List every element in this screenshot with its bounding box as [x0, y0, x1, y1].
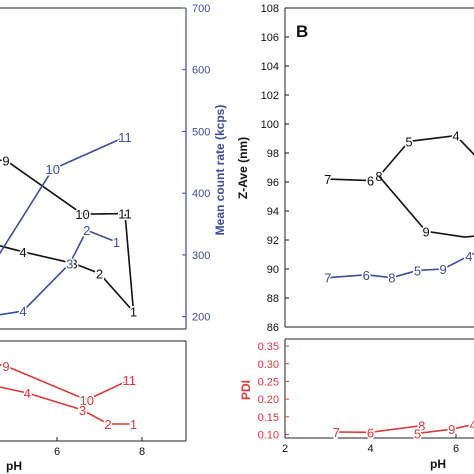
- panel-a-bottom-series-1-point-label: 1: [130, 417, 137, 432]
- panel-b-x-tick-label: 4: [367, 443, 373, 455]
- panel-b-x-tick-label: 2: [282, 443, 288, 455]
- panel-a-right-axis-tick-label: 500: [192, 126, 210, 138]
- panel-b-y-tick-label: 86: [267, 322, 279, 334]
- panel-b-top-series-2-point-label: 9: [440, 262, 447, 277]
- panel-b-pdi-tick-label: 0.25: [258, 376, 279, 388]
- panel-a-bottom-series-1-point-label: 3: [79, 403, 86, 418]
- panel-b-pdi-tick-label: 0.15: [258, 412, 279, 424]
- panel-a-top-series-2-point-label: 11: [118, 130, 132, 145]
- panel-b-y-tick-label: 108: [261, 3, 279, 15]
- panel-b-top-series-1-line: [378, 175, 474, 238]
- panel-b-pdi-ticks: 0.10 0.15 0.20 0.25 0.30 0.35: [258, 341, 289, 441]
- panel-a-x-axis-label: pH: [6, 459, 22, 473]
- panel-a-top-series-0-point-label: 1: [130, 305, 137, 320]
- panel-b-y-tick-label: 96: [267, 177, 279, 189]
- panel-b-pdi-tick-label: 0.10: [258, 429, 279, 441]
- panel-b-pdi-tick-label: 0.35: [258, 341, 279, 353]
- panel-a-top-series-0-point-label: 3: [70, 257, 77, 272]
- panel-b-bottom-series-0-point-label: 8: [418, 419, 425, 434]
- panel-a-bottom-series-0-point-label: 9: [2, 359, 9, 374]
- panel-a-top-series-0-point-label: 11: [118, 207, 132, 222]
- panel-b-bottom-series-0-point-label: 5: [414, 426, 421, 441]
- panel-a-bottom-series-0-point-label: 11: [123, 373, 137, 388]
- panel-a-top-series-1-point-label: 4: [19, 304, 26, 319]
- panel-a-top-series-0-point-label: 2: [96, 266, 103, 281]
- panel-b-y-tick-label: 102: [261, 90, 279, 102]
- panel-b-y-tick-label: 92: [267, 235, 279, 247]
- panel-a-top-series-0-point-label: 4: [19, 245, 26, 260]
- panel-a-right-axis-tick-label: 300: [192, 250, 210, 262]
- panel-a-bottom-frame: [0, 340, 187, 442]
- panel-a-top-series-0-point-label: 10: [75, 207, 89, 222]
- panel-b-y-tick-label: 104: [261, 61, 279, 73]
- panel-a-right-axis-label: Mean count rate (kcps): [213, 105, 227, 236]
- panel-b-top-series-1-point-label: 9: [422, 224, 429, 239]
- panel-a-top-series: 8910111234585432191011: [0, 129, 139, 321]
- panel-b-top-series-2-point-label: 8: [388, 271, 395, 286]
- panel-b-bottom-series-0-line: [336, 423, 474, 435]
- panel-a-bottom-series-1-point-label: 2: [104, 417, 111, 432]
- panel-b-top-series-0-point-label: 7: [324, 172, 331, 187]
- panel-a-bottom-series-1-line: [0, 386, 134, 425]
- panel-a-right-axis-tick-label: 600: [192, 65, 210, 77]
- panel-b-bottom-series: 7 6 85 9 4: [331, 416, 474, 443]
- panel-a-right-axis-ticks: 200 300 400 500 600 700: [182, 3, 210, 324]
- panel-b-bottom-series-0-point-label: 4: [469, 418, 474, 433]
- panel-b-bottom-series-0-point-label: 6: [367, 425, 374, 440]
- panel-a-top-series-0-point-label: 9: [2, 153, 9, 168]
- panel-b-label: B: [296, 22, 308, 41]
- panel-a-x-tick-label: 6: [54, 446, 60, 458]
- panel-b-top-series: 7 6 85 497 6 8 5 94: [323, 127, 474, 287]
- panel-a-x-tick-label: 8: [139, 446, 145, 458]
- panel-a-top-series-1-point-label: 1: [113, 235, 120, 250]
- panel-b-y-ticks: 86 88 90 92 94 96 98 100 102 104 106 108: [261, 3, 289, 334]
- panel-b-top-series-2-line: [327, 252, 474, 279]
- panel-b-y-tick-label: 98: [267, 148, 279, 160]
- panel-b-y-axis-label: Z-Ave (nm): [236, 137, 250, 199]
- panel-a-bottom-series-0-point-label: 10: [80, 393, 94, 408]
- panel-b-bottom-series-0-point-label: 9: [448, 422, 455, 437]
- panel-b-pdi-label: PDI: [239, 380, 253, 400]
- panel-b-y-tick-label: 106: [261, 32, 279, 44]
- panel-a-bottom-series: 89101154321: [0, 358, 139, 434]
- panel-a-bottom-series-0-line: [0, 364, 130, 401]
- panel-b-top-series-2-point-label: 5: [414, 263, 421, 278]
- panel-b-top-series-2-point-label: 7: [324, 271, 331, 286]
- panel-a-right-axis-tick-label: 700: [192, 3, 210, 15]
- panel-b-y-tick-label: 88: [267, 293, 279, 305]
- panel-a-right-axis-tick-label: 200: [192, 312, 210, 324]
- panel-b-x-axis-label: pH: [430, 457, 446, 471]
- panel-b-top-series-0-point-label: 4: [452, 129, 459, 144]
- panel-b-y-tick-label: 90: [267, 264, 279, 276]
- panel-b-y-tick-label: 100: [261, 119, 279, 131]
- panel-a-bottom-series-1-point-label: 4: [24, 386, 31, 401]
- panel-a-top-series-2-line: [0, 136, 126, 255]
- panel-b-top-series-2-point-label: 6: [363, 268, 370, 283]
- panel-b-x-ticks: 2 4 6: [282, 434, 459, 455]
- panel-b-top-frame: [284, 7, 474, 328]
- panel-b-top-series-2-point-label: 4: [465, 249, 472, 264]
- panel-a-top-series-1-point-label: 2: [83, 223, 90, 238]
- panel-b-top-series-0-line: [327, 134, 474, 182]
- panel-b-x-tick-label: 6: [453, 443, 459, 455]
- panel-b-bottom-series-0-point-label: 7: [333, 425, 340, 440]
- panel-b-top-series-0-point-label: 5: [405, 134, 412, 149]
- panel-a-top-series-2-point-label: 10: [46, 162, 60, 177]
- panel-a-top-frame: [0, 7, 187, 330]
- panel-a-top-series-1-point-label: 3: [66, 257, 73, 272]
- panel-b-y-tick-label: 94: [267, 206, 279, 218]
- panel-b-pdi-tick-label: 0.30: [258, 359, 279, 371]
- panel-a-right-axis-tick-label: 400: [192, 188, 210, 200]
- panel-a-top-series-0-line: [0, 159, 135, 315]
- panel-b-pdi-tick-label: 0.20: [258, 394, 279, 406]
- panel-b-top-series-0-point-label: 6: [367, 174, 374, 189]
- panel-a-top-series-1-line: [0, 229, 117, 316]
- panel-b-bottom-frame: [284, 338, 474, 439]
